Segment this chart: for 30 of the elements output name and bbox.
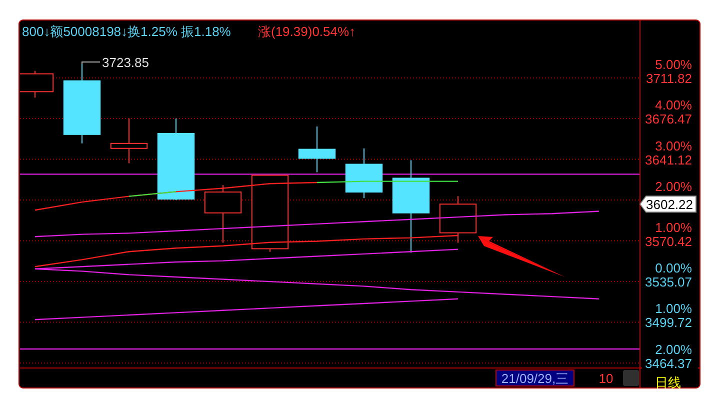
candlestick bbox=[345, 148, 383, 199]
chart-subtitle: 涨(19.39)0.54%↑ bbox=[258, 24, 356, 39]
candlestick bbox=[110, 118, 148, 164]
y2-tick-label: 2.00% bbox=[655, 342, 692, 357]
candlestick bbox=[63, 63, 101, 144]
candlestick bbox=[439, 196, 477, 244]
text: 21/09/29,三 bbox=[501, 371, 569, 386]
y2-tick-label: 5.00% bbox=[655, 56, 692, 72]
y2-tick-label: 3.00% bbox=[655, 138, 692, 154]
y2-tick-label: 2.00% bbox=[655, 179, 692, 194]
y-tick-label: 3676.47 bbox=[645, 112, 692, 127]
y2-tick-label: 1.00% bbox=[655, 220, 692, 235]
y-tick-label: 3535.07 bbox=[645, 274, 692, 290]
text: 10 bbox=[598, 371, 614, 386]
y2-tick-label: 0.00% bbox=[655, 260, 692, 276]
y-tick-label: 3464.37 bbox=[645, 356, 692, 371]
y-tick-label: 3570.42 bbox=[645, 234, 692, 249]
text: 3602.22 bbox=[646, 197, 693, 212]
candlestick bbox=[392, 160, 430, 254]
candlestick bbox=[298, 126, 336, 173]
annotation: 3723.85 bbox=[102, 54, 149, 70]
y2-tick-label: 1.00% bbox=[655, 301, 692, 316]
y2-tick-label: 4.00% bbox=[655, 98, 692, 113]
chart-title: 800↓额50008198↓换1.25% 振1.18% bbox=[22, 24, 232, 39]
y-tick-label: 3641.12 bbox=[645, 152, 692, 168]
text: 日线 bbox=[655, 375, 681, 390]
line-series bbox=[34, 210, 600, 238]
y-tick-label: 3711.82 bbox=[646, 70, 692, 86]
y-tick-label: 3499.72 bbox=[645, 315, 692, 330]
line-series bbox=[34, 298, 459, 320]
